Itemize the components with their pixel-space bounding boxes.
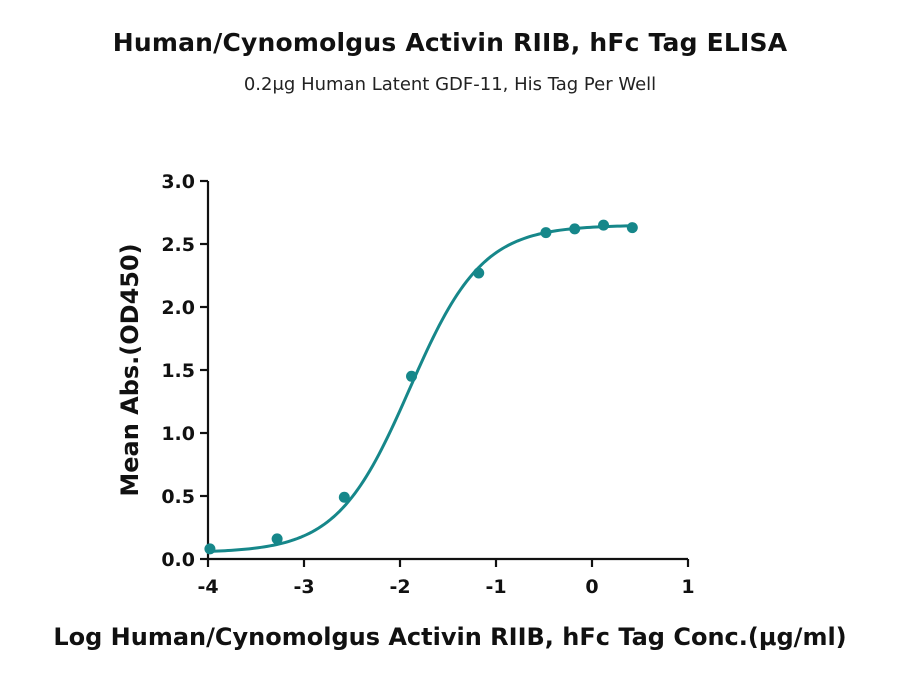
x-tick-label: 0 xyxy=(585,576,598,598)
y-tick-label: 2.0 xyxy=(161,297,195,319)
data-point xyxy=(271,533,283,545)
x-tick-label: -4 xyxy=(197,576,218,598)
x-axis-title: Log Human/Cynomolgus Activin RIIB, hFc T… xyxy=(53,623,846,651)
chart-title: Human/Cynomolgus Activin RIIB, hFc Tag E… xyxy=(112,28,788,57)
data-point xyxy=(540,227,552,239)
fit-curve xyxy=(209,224,633,553)
data-point xyxy=(626,222,638,234)
data-points-layer xyxy=(204,219,638,555)
x-tick-label: -1 xyxy=(485,576,506,598)
y-tick-label: 2.5 xyxy=(161,234,195,256)
x-tick-label: 1 xyxy=(681,576,694,598)
x-tick-label: -2 xyxy=(389,576,410,598)
y-tick-label: 0.5 xyxy=(161,486,195,508)
data-point xyxy=(569,223,581,235)
x-tick-label: -3 xyxy=(293,576,314,598)
data-point xyxy=(598,219,610,231)
y-tick-label: 0.0 xyxy=(161,549,195,571)
data-point xyxy=(473,267,485,279)
data-point xyxy=(204,543,216,555)
chart-subtitle: 0.2μg Human Latent GDF-11, His Tag Per W… xyxy=(243,74,657,95)
data-point xyxy=(406,370,418,382)
y-tick-label: 1.5 xyxy=(161,360,195,382)
y-tick-label: 3.0 xyxy=(161,171,195,193)
fit-curve-layer xyxy=(209,224,633,553)
y-axis-title: Mean Abs.(OD450) xyxy=(116,243,144,496)
y-tick-label: 1.0 xyxy=(161,423,195,445)
data-point xyxy=(338,491,350,503)
axes: 0.0 0.5 1.0 1.5 2.0 2.5 3.0 -4 -3 -2 -1 0 1 xyxy=(161,171,694,598)
